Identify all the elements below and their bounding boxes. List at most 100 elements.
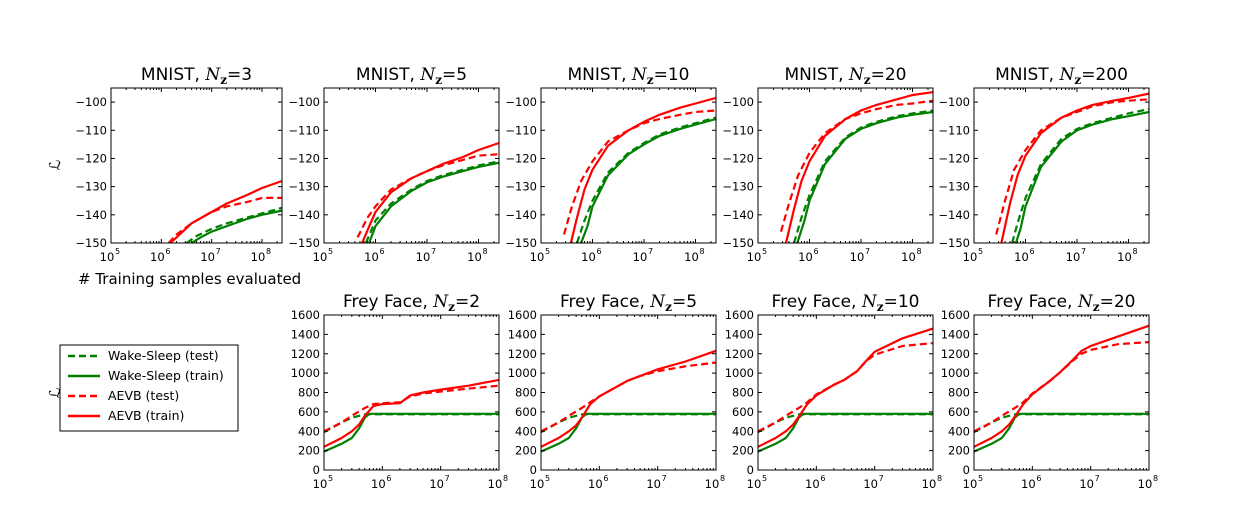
x-tick-label: 10 [1014,250,1029,264]
x-tick-label: 10 [684,250,699,264]
y-tick-label: 600 [948,405,970,419]
y-tick-label: −130 [75,180,107,194]
y-tick-label: 0 [313,463,320,477]
x-tick-label-exponent: 6 [386,474,391,483]
y-tick-label: 200 [732,444,754,458]
x-tick-label-exponent: 5 [328,474,333,483]
series-line [758,342,933,433]
x-tick-label: 10 [1117,250,1132,264]
x-tick-label: 10 [150,250,165,264]
y-tick-label: −150 [938,236,970,250]
x-tick-label-exponent: 6 [820,474,825,483]
x-tick-label: 10 [200,250,215,264]
panel-title: Frey Face, Nz=5 [560,292,697,314]
x-tick-label: 10 [1021,477,1036,491]
plot-frame [757,314,934,471]
series-line [364,160,499,243]
x-tick-label-exponent: 5 [115,247,120,256]
series-line [1000,92,1149,243]
y-tick-label: −140 [75,208,107,222]
y-tick-label: 400 [515,424,537,438]
panel-title: Frey Face, Nz=2 [343,292,480,314]
x-tick-label: 10 [530,477,545,491]
series-line [974,341,1149,433]
y-tick-label: −100 [75,95,107,109]
y-tick-label: −100 [505,95,537,109]
x-tick-label-exponent: 5 [545,474,550,483]
y-tick-label: −150 [505,236,537,250]
y-tick-label: 1600 [508,308,537,322]
y-tick-label: −130 [288,180,320,194]
x-tick-label-exponent: 7 [648,247,653,256]
panel-title: MNIST, Nz=200 [995,65,1128,87]
legend-label: AEVB (test) [108,388,179,403]
series-line [541,361,716,433]
legend-label: AEVB (train) [108,408,184,423]
x-tick-label: 10 [416,250,431,264]
series-line [191,209,282,243]
x-tick-label-exponent: 8 [266,247,271,256]
legend-label: Wake-Sleep (train) [108,368,224,383]
y-tick-label: 1600 [941,308,970,322]
y-tick-label: −140 [938,208,970,222]
x-tick-label: 10 [633,250,648,264]
panel-title: MNIST, Nz=3 [141,65,252,87]
y-tick-label: −100 [938,95,970,109]
x-tick-label: 10 [588,477,603,491]
y-tick-label: 800 [515,386,537,400]
series-line [324,413,499,434]
y-tick-label: −150 [288,236,320,250]
y-tick-label: 1000 [941,366,970,380]
panel-title: MNIST, Nz=5 [356,65,467,87]
x-tick-label-exponent: 7 [1095,474,1100,483]
plot-frame [973,314,1150,471]
x-tick-label: 10 [1138,477,1153,491]
x-tick-label-exponent: 5 [545,247,550,256]
y-tick-label: 1400 [725,327,754,341]
x-tick-label-exponent: 6 [597,247,602,256]
y-tick-label: 600 [732,405,754,419]
y-tick-label: 1200 [508,347,537,361]
series-line [1014,110,1149,243]
x-tick-label-exponent: 8 [700,247,705,256]
series-line [796,110,933,243]
x-tick-label-exponent: 7 [431,247,436,256]
y-tick-label: −120 [938,151,970,165]
x-tick-label-exponent: 5 [762,247,767,256]
x-tick-label-exponent: 6 [603,474,608,483]
x-tick-label-exponent: 8 [503,474,508,483]
series-line [580,117,716,243]
y-tick-label: −120 [288,151,320,165]
y-tick-label: 1000 [725,366,754,380]
y-tick-label: 1400 [291,327,320,341]
y-tick-label: 1600 [291,308,320,322]
series-line [784,91,933,243]
y-tick-label: 1400 [941,327,970,341]
y-tick-label: 1600 [725,308,754,322]
x-tick-label-exponent: 7 [662,474,667,483]
series-line [169,179,282,243]
plot-frame [323,314,500,471]
x-tick-label: 10 [371,477,386,491]
panel-title: Frey Face, Nz=10 [772,292,920,314]
x-tick-label-exponent: 6 [1030,247,1035,256]
x-tick-label-exponent: 5 [328,247,333,256]
x-tick-label: 10 [705,477,720,491]
y-axis-label: ℒ [46,388,64,399]
series-line [368,161,499,243]
y-tick-label: 0 [963,463,970,477]
y-tick-label: −110 [722,123,754,137]
y-tick-label: −150 [75,236,107,250]
x-tick-label: 10 [1079,477,1094,491]
series-line [792,109,933,243]
x-tick-label: 10 [313,250,328,264]
x-tick-label: 10 [963,250,978,264]
y-tick-label: −130 [722,180,754,194]
y-tick-label: 1000 [508,366,537,380]
x-tick-label: 10 [863,477,878,491]
series-line [569,96,716,243]
y-tick-label: −130 [505,180,537,194]
